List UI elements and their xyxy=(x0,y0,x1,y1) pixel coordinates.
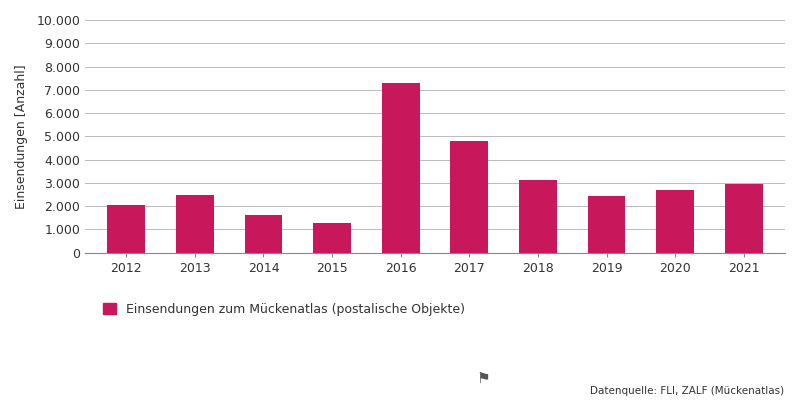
Bar xyxy=(656,190,694,253)
Bar xyxy=(382,83,419,253)
Bar xyxy=(314,223,351,253)
Legend: Einsendungen zum Mückenatlas (postalische Objekte): Einsendungen zum Mückenatlas (postalisch… xyxy=(98,298,470,321)
Y-axis label: Einsendungen [Anzahl]: Einsendungen [Anzahl] xyxy=(15,64,28,209)
Bar xyxy=(519,180,557,253)
Bar xyxy=(450,141,488,253)
Bar xyxy=(107,206,145,253)
Bar xyxy=(176,196,214,253)
Text: ⚑: ⚑ xyxy=(476,370,490,386)
Bar xyxy=(588,196,626,253)
Text: Datenquelle: FLI, ZALF (Mückenatlas): Datenquelle: FLI, ZALF (Mückenatlas) xyxy=(590,386,784,396)
Bar xyxy=(725,184,762,253)
Bar xyxy=(245,214,282,253)
